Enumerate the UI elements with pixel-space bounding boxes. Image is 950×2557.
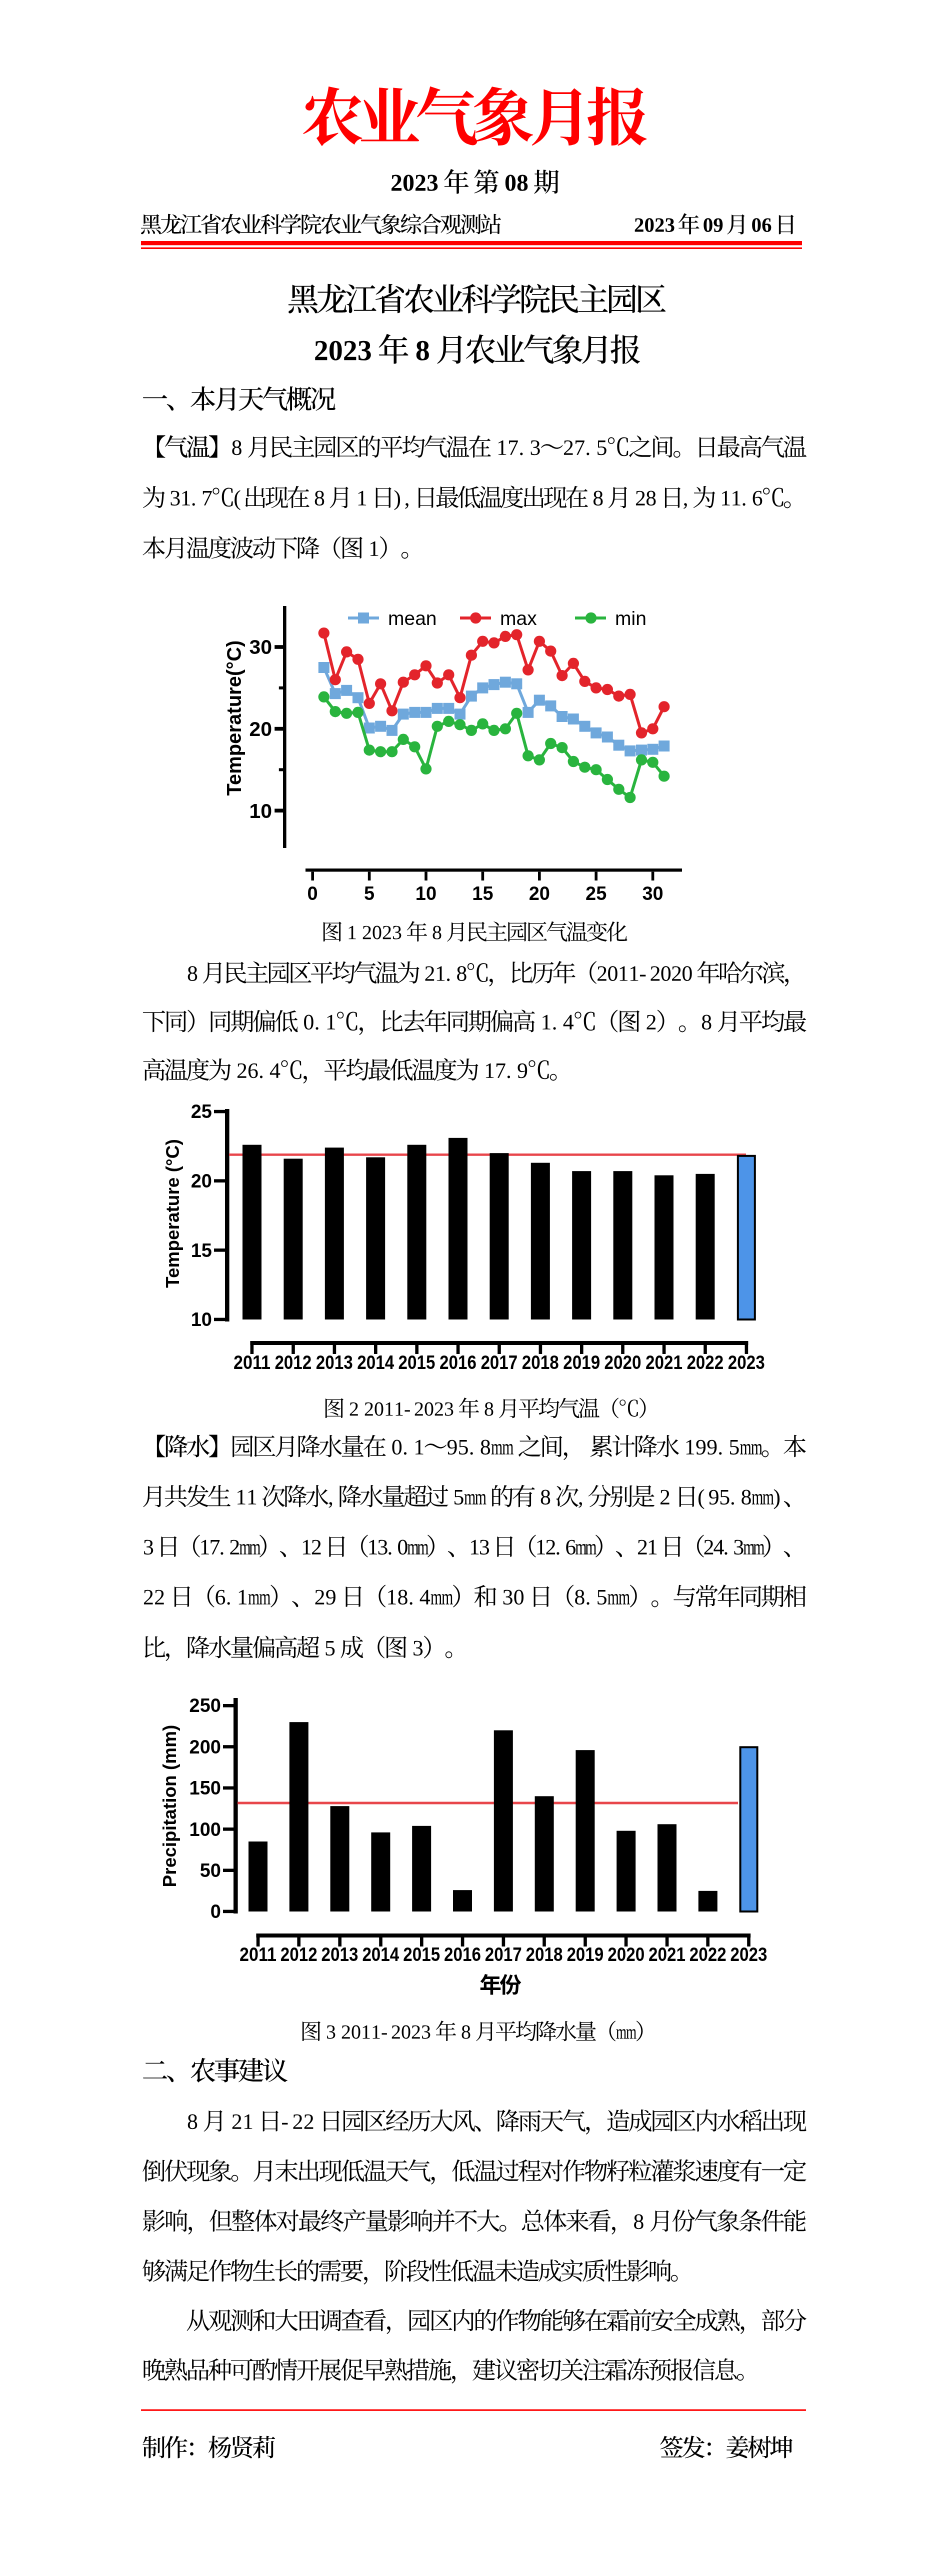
svg-text:2011: 2011 (240, 1944, 277, 1966)
svg-text:5: 5 (364, 884, 375, 905)
svg-text:150: 150 (189, 1779, 221, 1800)
svg-text:2023: 2023 (728, 1352, 765, 1374)
svg-text:0: 0 (307, 884, 318, 905)
svg-text:2013: 2013 (316, 1352, 353, 1374)
svg-text:25: 25 (191, 1102, 213, 1123)
svg-text:2016: 2016 (440, 1352, 477, 1374)
svg-text:Temperature(°C): Temperature(°C) (224, 640, 246, 795)
svg-text:min: min (615, 608, 646, 630)
svg-text:Temperature (°C): Temperature (°C) (162, 1139, 183, 1288)
svg-text:2012: 2012 (275, 1352, 312, 1374)
svg-text:2021: 2021 (646, 1352, 683, 1374)
svg-text:30: 30 (249, 636, 272, 659)
svg-text:2022: 2022 (687, 1352, 724, 1374)
svg-text:15: 15 (191, 1241, 213, 1262)
svg-text:250: 250 (189, 1696, 221, 1717)
svg-text:2015: 2015 (403, 1944, 440, 1966)
svg-text:2020: 2020 (608, 1944, 645, 1966)
svg-text:30: 30 (642, 884, 663, 905)
svg-text:mean: mean (388, 608, 437, 630)
svg-text:2016: 2016 (444, 1944, 481, 1966)
svg-text:100: 100 (189, 1820, 221, 1841)
svg-text:2017: 2017 (485, 1944, 522, 1966)
svg-text:2020: 2020 (604, 1352, 641, 1374)
svg-text:20: 20 (191, 1171, 212, 1192)
svg-text:2018: 2018 (526, 1944, 563, 1966)
svg-text:Precipitation (mm): Precipitation (mm) (159, 1725, 180, 1887)
svg-text:2022: 2022 (689, 1944, 726, 1966)
svg-text:2011: 2011 (234, 1352, 271, 1374)
svg-text:25: 25 (586, 884, 608, 905)
svg-text:2017: 2017 (481, 1352, 518, 1374)
svg-text:15: 15 (472, 884, 494, 905)
svg-text:2018: 2018 (522, 1352, 559, 1374)
svg-text:200: 200 (189, 1737, 221, 1758)
svg-text:2019: 2019 (563, 1352, 600, 1374)
svg-text:20: 20 (249, 718, 272, 741)
svg-text:2019: 2019 (567, 1944, 604, 1966)
svg-text:2021: 2021 (649, 1944, 686, 1966)
svg-text:50: 50 (200, 1861, 221, 1882)
svg-text:20: 20 (529, 884, 550, 905)
svg-text:2015: 2015 (398, 1352, 435, 1374)
svg-text:10: 10 (415, 884, 436, 905)
svg-text:2014: 2014 (357, 1352, 394, 1374)
svg-text:2023: 2023 (730, 1944, 767, 1966)
svg-text:10: 10 (249, 800, 272, 823)
svg-text:10: 10 (191, 1310, 212, 1331)
svg-text:2014: 2014 (362, 1944, 399, 1966)
svg-text:max: max (500, 608, 537, 630)
svg-text:2012: 2012 (280, 1944, 317, 1966)
svg-text:2013: 2013 (321, 1944, 358, 1966)
svg-text:0: 0 (210, 1902, 221, 1923)
